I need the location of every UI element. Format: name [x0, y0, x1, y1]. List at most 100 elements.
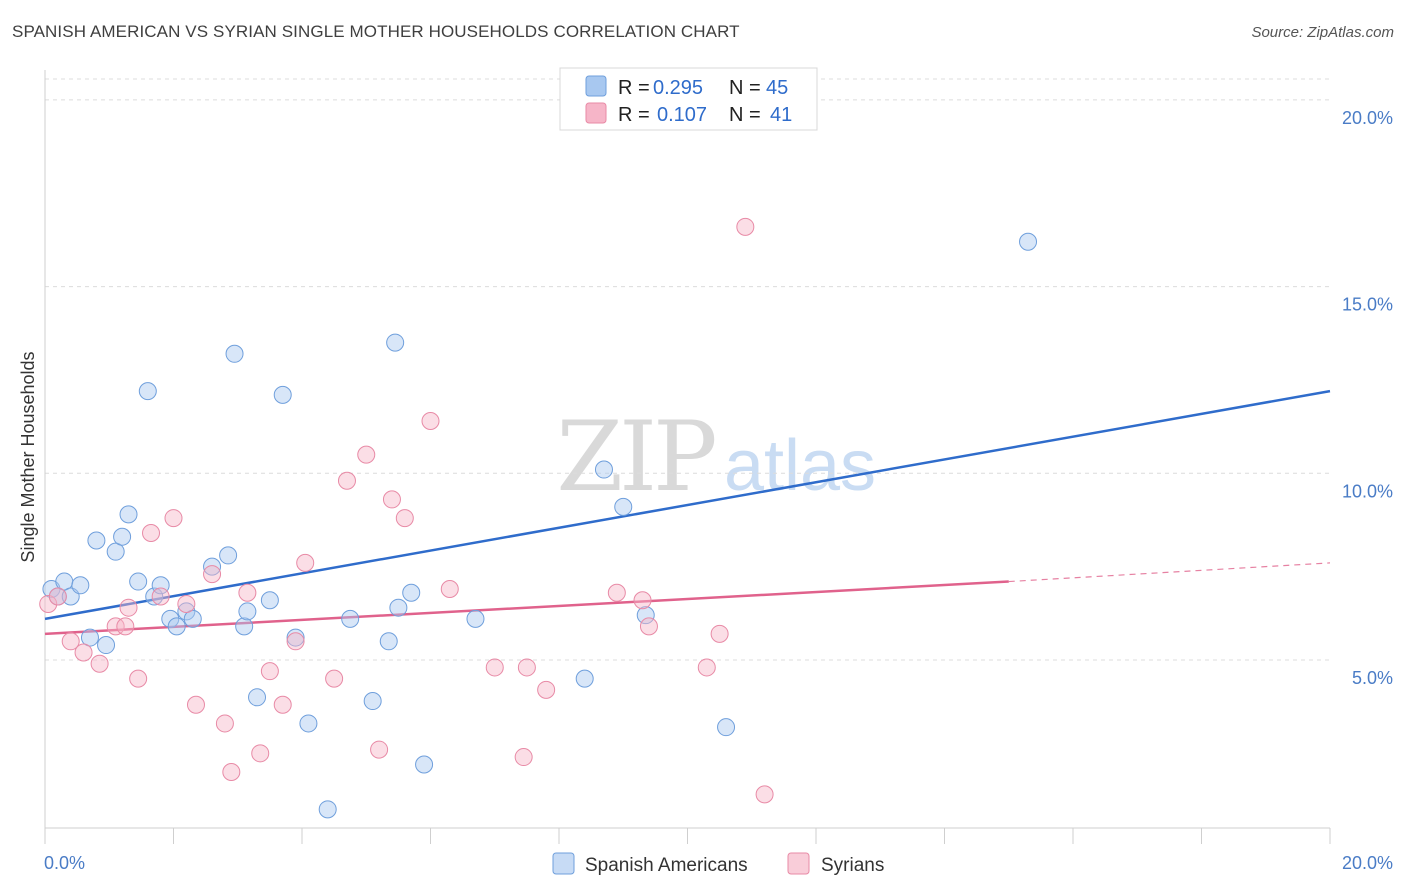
point-syrian — [607, 583, 626, 602]
point-syrian — [251, 744, 270, 763]
stats-legend: R = 0.295 N = 45 R = 0.107 N = 41 — [559, 67, 818, 131]
point-syrian — [142, 524, 161, 543]
point-syrian — [186, 695, 205, 714]
point-spanish-american — [145, 587, 164, 606]
point-spanish-american — [167, 617, 186, 636]
data-points — [39, 105, 1038, 819]
point-syrian — [286, 632, 305, 651]
point-spanish-american — [71, 576, 90, 595]
point-spanish-american — [614, 497, 633, 516]
legend-n-value-2: 41 — [770, 104, 792, 126]
point-spanish-american — [299, 714, 318, 733]
y-tick-label: 15.0% — [1342, 295, 1393, 315]
point-syrian — [177, 594, 196, 613]
point-spanish-american — [389, 598, 408, 617]
point-syrian — [74, 643, 93, 662]
point-syrian — [395, 509, 414, 528]
legend-swatch-syrian — [585, 102, 607, 124]
trend-line-syrian — [44, 580, 1009, 636]
point-spanish-american — [138, 382, 157, 401]
point-spanish-american — [594, 460, 613, 479]
point-syrian — [357, 445, 376, 464]
point-syrian — [39, 594, 58, 613]
point-syrian — [440, 580, 459, 599]
bottom-legend-swatch-spanish — [552, 852, 575, 875]
point-spanish-american — [225, 344, 244, 363]
point-spanish-american — [203, 557, 222, 576]
chart-title: SPANISH AMERICAN VS SYRIAN SINGLE MOTHER… — [12, 22, 740, 41]
point-spanish-american — [113, 527, 132, 546]
point-syrian — [736, 217, 755, 236]
point-syrian — [710, 624, 729, 643]
point-spanish-american — [575, 669, 594, 688]
point-syrian — [421, 411, 440, 430]
point-syrian — [129, 669, 148, 688]
x-tick-label: 0.0% — [44, 853, 85, 873]
y-tick-label: 10.0% — [1342, 481, 1393, 501]
point-syrian — [215, 714, 234, 733]
legend-n-label-1: N = — [729, 77, 761, 99]
point-syrian — [203, 565, 222, 584]
point-syrian — [116, 617, 135, 636]
point-syrian — [639, 617, 658, 636]
axes — [44, 70, 1331, 844]
point-syrian — [48, 587, 67, 606]
point-spanish-american — [106, 542, 125, 561]
legend-r-label-1: R = — [618, 77, 650, 99]
point-spanish-american — [402, 583, 421, 602]
point-syrian — [222, 762, 241, 781]
point-spanish-american — [286, 628, 305, 647]
series-legend: Spanish Americans Syrians — [552, 852, 884, 876]
point-spanish-american — [119, 505, 138, 524]
watermark-zip: ZIP — [556, 401, 715, 513]
point-syrian — [337, 471, 356, 490]
trend-line-spanish — [44, 389, 1331, 621]
point-syrian — [296, 553, 315, 572]
point-spanish-american — [177, 602, 196, 621]
point-spanish-american — [363, 692, 382, 711]
point-spanish-american — [238, 602, 257, 621]
y-axis-title: Single Mother Households — [18, 351, 38, 562]
point-spanish-american — [235, 617, 254, 636]
y-tick-label: 20.0% — [1342, 108, 1393, 128]
gridlines — [45, 78, 1330, 661]
point-syrian — [537, 680, 556, 699]
point-spanish-american — [87, 531, 106, 550]
point-syrian — [238, 583, 257, 602]
point-spanish-american — [97, 636, 116, 655]
point-spanish-american — [717, 718, 736, 737]
point-syrian — [151, 587, 170, 606]
point-syrian — [164, 509, 183, 528]
point-syrian — [119, 598, 138, 617]
point-syrian — [697, 658, 716, 677]
point-spanish-american — [341, 609, 360, 628]
source-credit: Source: ZipAtlas.com — [1251, 24, 1394, 41]
point-spanish-american — [260, 591, 279, 610]
point-spanish-american — [1019, 232, 1038, 251]
point-spanish-american — [318, 800, 337, 819]
bottom-legend-swatch-syrian — [787, 852, 810, 875]
point-spanish-american — [248, 688, 267, 707]
x-tick-label: 20.0% — [1342, 853, 1393, 873]
legend-r-label-2: R = — [618, 104, 650, 126]
point-spanish-american — [466, 609, 485, 628]
point-syrian — [90, 654, 109, 673]
legend-n-label-2: N = — [729, 104, 761, 126]
point-syrian — [273, 695, 292, 714]
bottom-legend-label-syrian: Syrians — [821, 855, 884, 876]
point-syrian — [485, 658, 504, 677]
point-spanish-american — [219, 546, 238, 565]
point-spanish-american — [386, 333, 405, 352]
point-spanish-american — [273, 385, 292, 404]
point-spanish-american — [183, 609, 202, 628]
legend-swatch-spanish — [585, 75, 607, 97]
point-syrian — [517, 658, 536, 677]
trend-lines — [44, 389, 1331, 636]
point-syrian — [325, 669, 344, 688]
point-spanish-american — [415, 755, 434, 774]
point-syrian — [514, 748, 533, 767]
point-syrian — [633, 591, 652, 610]
point-spanish-american — [379, 632, 398, 651]
point-syrian — [755, 785, 774, 804]
